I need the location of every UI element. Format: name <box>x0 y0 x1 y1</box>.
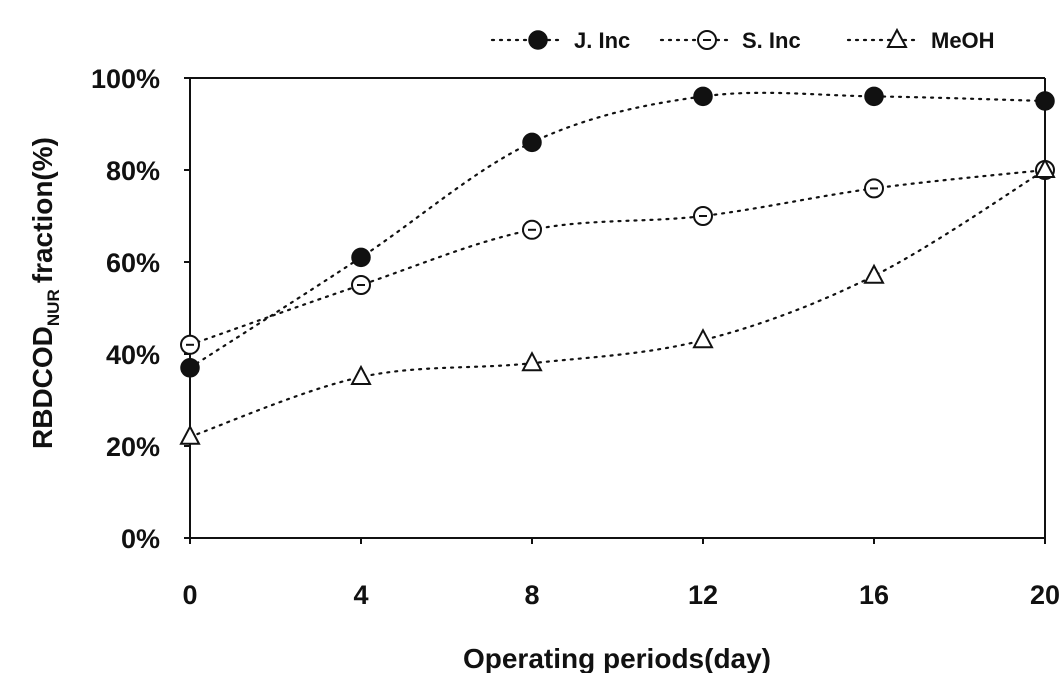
data-point <box>1034 157 1056 178</box>
series-line <box>188 168 1047 438</box>
y-tick-label: 80% <box>106 156 160 186</box>
y-tick-label: 0% <box>121 524 160 554</box>
series-meoh <box>179 157 1056 445</box>
series-s-inc <box>180 160 1055 355</box>
data-point <box>351 275 371 295</box>
data-point <box>863 263 885 284</box>
y-axis-title-subscript: NUR <box>44 289 63 326</box>
legend-label: J. Inc <box>574 28 630 53</box>
data-point <box>350 364 372 385</box>
x-tick-label: 4 <box>353 580 368 610</box>
series-line <box>188 91 1047 369</box>
data-point <box>522 132 542 153</box>
y-axis-title-main: RBDCOD <box>27 326 58 449</box>
data-point <box>522 219 542 240</box>
data-point <box>864 178 884 199</box>
y-axis-title: RBDCODNUR fraction(%) <box>27 137 63 449</box>
x-axis-title: Operating periods(day) <box>463 643 771 673</box>
x-tick-label: 20 <box>1030 580 1060 610</box>
axes: 0% 20% 40% 60% 80% 100% 0 4 8 12 16 20 <box>91 64 1060 610</box>
data-point <box>864 86 884 107</box>
data-point <box>693 86 713 107</box>
legend: J. Inc S. Inc MeOH <box>490 27 995 53</box>
data-point <box>693 206 713 226</box>
y-tick-label: 100% <box>91 64 160 94</box>
y-tick-label: 20% <box>106 432 160 462</box>
legend-label: S. Inc <box>742 28 801 53</box>
series-layer <box>179 86 1056 445</box>
data-point <box>179 424 201 445</box>
x-tick-label: 0 <box>182 580 197 610</box>
data-point <box>351 247 371 268</box>
data-point <box>180 334 200 355</box>
x-tick-label: 12 <box>688 580 718 610</box>
data-point <box>521 351 543 372</box>
y-tick-label: 40% <box>106 340 160 370</box>
legend-marker <box>528 30 548 50</box>
series-j-inc <box>180 86 1055 378</box>
y-tick-label: 60% <box>106 248 160 278</box>
data-point <box>692 328 714 349</box>
legend-marker <box>886 27 908 48</box>
legend-item: MeOH <box>846 27 995 53</box>
data-point <box>180 358 200 378</box>
x-tick-label: 8 <box>524 580 539 610</box>
legend-item: S. Inc <box>659 28 801 53</box>
legend-label: MeOH <box>931 28 995 53</box>
series-line <box>188 168 1047 346</box>
legend-marker <box>697 30 717 50</box>
legend-item: J. Inc <box>490 28 630 53</box>
y-axis-title-suffix: fraction(%) <box>27 137 58 283</box>
x-tick-label: 16 <box>859 580 889 610</box>
data-point <box>1035 91 1055 111</box>
